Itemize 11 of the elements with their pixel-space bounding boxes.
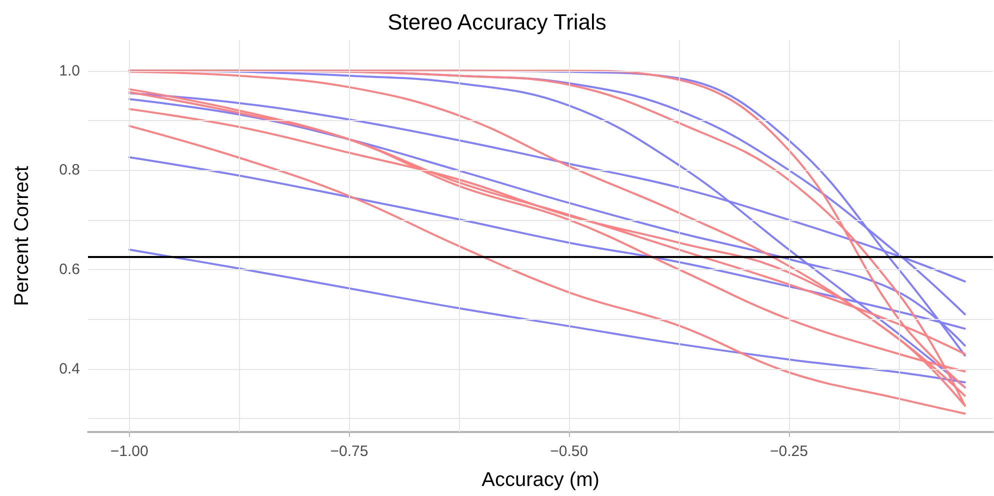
y-tick-label: 0.8 [59,162,80,179]
y-tick-label: 0.6 [59,261,80,278]
x-tick-label: −1.00 [110,443,148,460]
x-axis-title: Accuracy (m) [482,469,600,491]
y-axis-title: Percent Correct [11,166,33,306]
chart-title: Stereo Accuracy Trials [388,10,606,34]
x-tick-label: −0.75 [330,443,368,460]
y-tick-label: 0.4 [59,360,80,378]
y-tick-label: 1.0 [59,62,80,80]
x-tick-label: −0.25 [770,443,808,460]
x-tick-label: −0.50 [550,443,588,460]
